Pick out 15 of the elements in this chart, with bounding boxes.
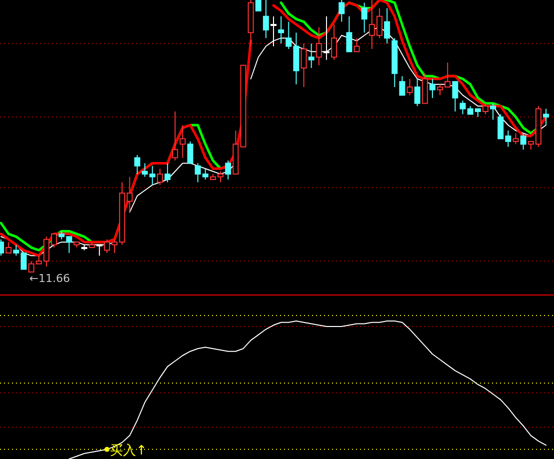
candlestick — [361, 2, 368, 34]
candlestick — [331, 24, 338, 60]
candlestick — [180, 124, 186, 158]
candlestick — [278, 16, 284, 44]
candlestick — [300, 43, 307, 88]
candlestick — [262, 0, 269, 39]
candlestick — [134, 154, 140, 175]
annotation: 买入↑ — [110, 443, 147, 458]
candlestick — [429, 78, 436, 98]
candlestick — [384, 8, 390, 44]
candlestick — [308, 43, 314, 68]
annotation: ←11.66 — [29, 272, 70, 285]
candlestick — [156, 168, 163, 186]
candlestick — [316, 26, 322, 66]
candlestick — [392, 38, 398, 88]
